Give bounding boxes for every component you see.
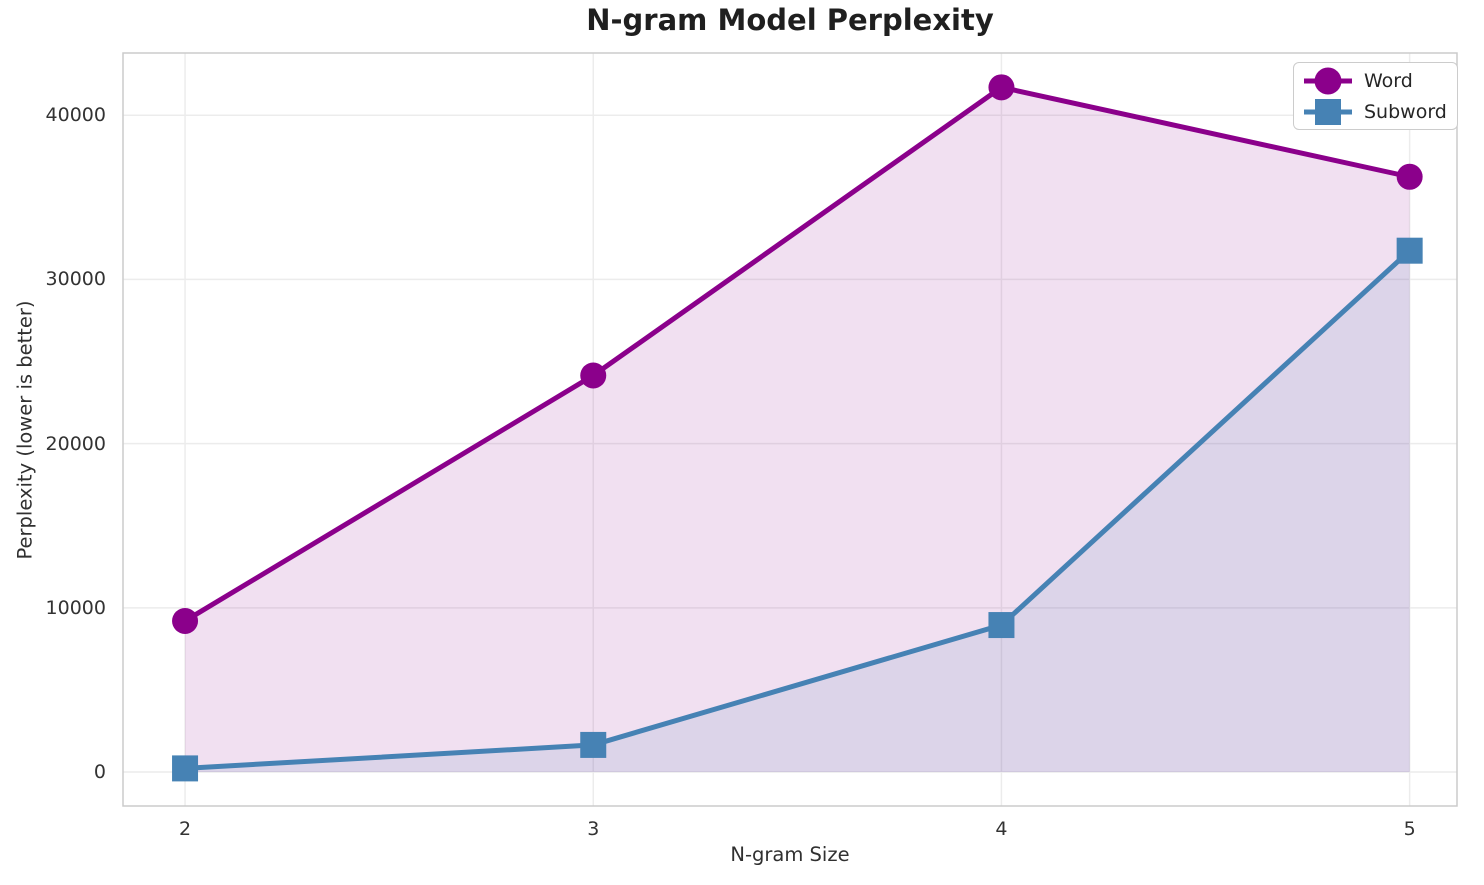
subword-fill-area [185, 250, 1410, 773]
y-tick-label: 0 [93, 761, 106, 783]
subword-marker [580, 731, 607, 758]
x-tick-label: 2 [178, 818, 192, 840]
word-fill-area [185, 87, 1410, 773]
y-axis-label: Perplexity (lower is better) [13, 300, 37, 560]
y-tick-label: 10000 [45, 596, 106, 619]
legend-circle-sample [1314, 67, 1342, 94]
subword-marker [988, 612, 1015, 639]
subword-marker [172, 755, 199, 782]
x-tick-label: 3 [587, 818, 600, 840]
word-marker [580, 362, 607, 389]
word-marker [172, 607, 199, 634]
chart-title: N-gram Model Perplexity [586, 3, 994, 37]
y-tick-label: 20000 [45, 432, 106, 455]
x-tick-label: 4 [995, 818, 1008, 840]
legend-item-subword: Subword [1302, 97, 1457, 127]
y-tick-label: 30000 [45, 268, 106, 291]
x-axis-label: N-gram Size [730, 843, 850, 866]
legend-square-marker-icon [1304, 98, 1352, 125]
plot-border [122, 52, 1458, 807]
word-marker [988, 74, 1015, 101]
subword-marker [1396, 237, 1423, 264]
x-tick-label: 5 [1403, 818, 1416, 840]
word-marker [1396, 163, 1423, 190]
legend-circle-marker-icon [1304, 67, 1352, 94]
legend-label: Subword [1364, 100, 1447, 123]
legend: Word Subword [1293, 62, 1458, 130]
word-line [183, 84, 1411, 624]
legend-square-sample [1315, 98, 1341, 125]
y-tick-label: 40000 [45, 104, 106, 127]
subword-line [184, 248, 1412, 771]
legend-label: Word [1364, 69, 1413, 92]
legend-item-word: Word [1302, 66, 1457, 96]
